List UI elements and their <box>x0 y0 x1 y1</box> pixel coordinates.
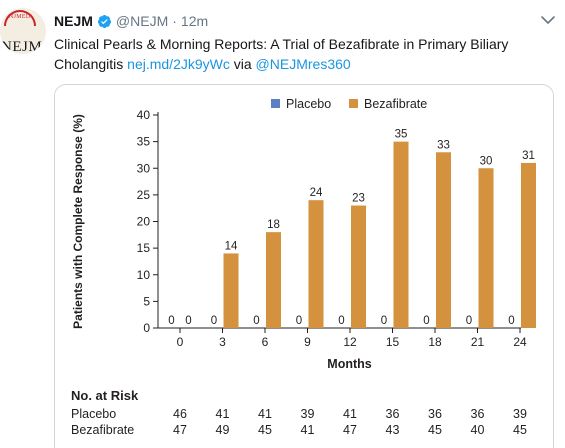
bezafibrate-value-label: 24 <box>310 187 323 199</box>
at-risk-cell: 45 <box>428 423 442 437</box>
chart-background <box>55 85 553 448</box>
x-tick-label: 9 <box>304 335 311 349</box>
x-tick-label: 24 <box>513 335 527 349</box>
y-tick-label: 15 <box>137 241 151 255</box>
bezafibrate-value-label: 33 <box>437 139 450 151</box>
avatar-logo-text: NEJM <box>1 39 43 54</box>
at-risk-label: Bezafibrate <box>71 423 135 437</box>
tweet-header: NEJM @NEJM · 12m <box>54 12 208 30</box>
bezafibrate-bar <box>436 152 451 328</box>
at-risk-cell: 46 <box>173 407 187 421</box>
y-tick-label: 30 <box>137 161 151 175</box>
x-tick-label: 18 <box>428 335 442 349</box>
x-tick-label: 21 <box>471 335 485 349</box>
bezafibrate-value-label: 0 <box>185 315 191 327</box>
x-tick-label: 3 <box>219 335 226 349</box>
placebo-value-label: 0 <box>423 315 429 327</box>
placebo-value-label: 0 <box>508 315 514 327</box>
media-card[interactable]: 0 5 10 15 20 25 30 35 40 Patients with Complete R… <box>54 84 554 448</box>
bezafibrate-value-label: 14 <box>225 240 238 252</box>
bezafibrate-value-label: 30 <box>480 155 493 167</box>
tweet-link[interactable]: nej.md/2Jk9yWc <box>127 56 230 72</box>
at-risk-cell: 49 <box>215 423 230 437</box>
y-tick-label: 10 <box>137 268 151 282</box>
at-risk-cell: 47 <box>343 423 357 437</box>
chevron-down-icon[interactable] <box>540 14 556 26</box>
tweet-text-body: Clinical Pearls & Morning Reports: A Tri… <box>54 36 509 72</box>
placebo-value-label: 0 <box>211 315 217 327</box>
avatar-arc-text: NJMED <box>9 14 31 20</box>
y-tick-label: 25 <box>137 188 151 202</box>
y-tick-label: 35 <box>137 135 151 149</box>
at-risk-table: No. at Risk Placebo 46 41 41 39 41 36 36 36 39 B… <box>71 388 541 439</box>
y-tick-label: 20 <box>137 215 151 229</box>
verified-badge-icon <box>97 14 111 28</box>
bar-chart-figure: 0 5 10 15 20 25 30 35 40 Patients with Complete R… <box>55 85 553 448</box>
placebo-value-label: 0 <box>253 315 259 327</box>
bezafibrate-bar <box>223 253 239 328</box>
at-risk-cell: 45 <box>258 423 272 437</box>
y-tick-label: 40 <box>137 108 151 122</box>
at-risk-cell: 41 <box>258 407 272 421</box>
y-tick-label: 0 <box>143 321 150 335</box>
at-risk-cell: 36 <box>385 407 400 421</box>
bezafibrate-bar <box>393 141 409 328</box>
legend-swatch-placebo <box>271 99 280 108</box>
author-handle[interactable]: @NEJM <box>115 13 169 29</box>
legend-swatch-bezafibrate <box>349 99 358 108</box>
bezafibrate-bar <box>478 168 494 328</box>
timestamp[interactable]: 12m <box>180 13 209 29</box>
placebo-value-label: 0 <box>381 315 387 327</box>
separator-dot: · <box>172 13 177 29</box>
at-risk-cell: 41 <box>215 407 230 421</box>
legend-label-bezafibrate: Bezafibrate <box>364 97 427 111</box>
at-risk-title: No. at Risk <box>71 388 139 403</box>
bezafibrate-bar <box>308 200 324 328</box>
at-risk-cell: 40 <box>470 423 485 437</box>
legend-label-placebo: Placebo <box>286 97 331 111</box>
at-risk-label: Placebo <box>71 407 117 421</box>
placebo-value-label: 0 <box>168 315 174 327</box>
at-risk-cell: 41 <box>343 407 357 421</box>
placebo-value-label: 0 <box>466 315 472 327</box>
at-risk-row-bezafibrate: Bezafibrate 47 49 45 41 47 43 45 40 45 <box>71 423 541 439</box>
at-risk-cell: 39 <box>513 407 527 421</box>
bezafibrate-value-label: 31 <box>522 150 535 162</box>
x-tick-label: 0 <box>177 335 184 349</box>
at-risk-cell: 39 <box>300 407 315 421</box>
x-tick-label: 6 <box>262 335 269 349</box>
x-axis-title: Months <box>327 357 371 371</box>
bezafibrate-value-label: 18 <box>267 219 280 231</box>
bezafibrate-value-label: 23 <box>352 193 365 205</box>
y-axis-title: Patients with Complete Response (%) <box>71 114 85 329</box>
bezafibrate-bar <box>351 205 366 328</box>
bezafibrate-value-label: 35 <box>395 129 408 141</box>
avatar[interactable]: NJMED NEJM <box>0 8 46 54</box>
at-risk-row-placebo: Placebo 46 41 41 39 41 36 36 36 39 <box>71 407 541 423</box>
mention-link[interactable]: @NEJMres360 <box>255 56 351 72</box>
at-risk-cell: 36 <box>470 407 485 421</box>
at-risk-cell: 45 <box>513 423 527 437</box>
x-tick-label: 12 <box>343 335 357 349</box>
placebo-value-label: 0 <box>338 315 344 327</box>
bezafibrate-bar <box>521 162 536 328</box>
author-name[interactable]: NEJM <box>54 13 93 29</box>
at-risk-cell: 47 <box>173 423 187 437</box>
at-risk-cell: 36 <box>428 407 442 421</box>
x-tick-label: 15 <box>386 335 400 349</box>
bezafibrate-bar <box>266 232 281 328</box>
y-tick-label: 5 <box>143 294 150 308</box>
tweet-text: Clinical Pearls & Morning Reports: A Tri… <box>54 34 554 74</box>
at-risk-cell: 41 <box>300 423 315 437</box>
via-text: via <box>233 56 252 72</box>
placebo-value-label: 0 <box>296 315 302 327</box>
at-risk-cell: 43 <box>385 423 400 437</box>
